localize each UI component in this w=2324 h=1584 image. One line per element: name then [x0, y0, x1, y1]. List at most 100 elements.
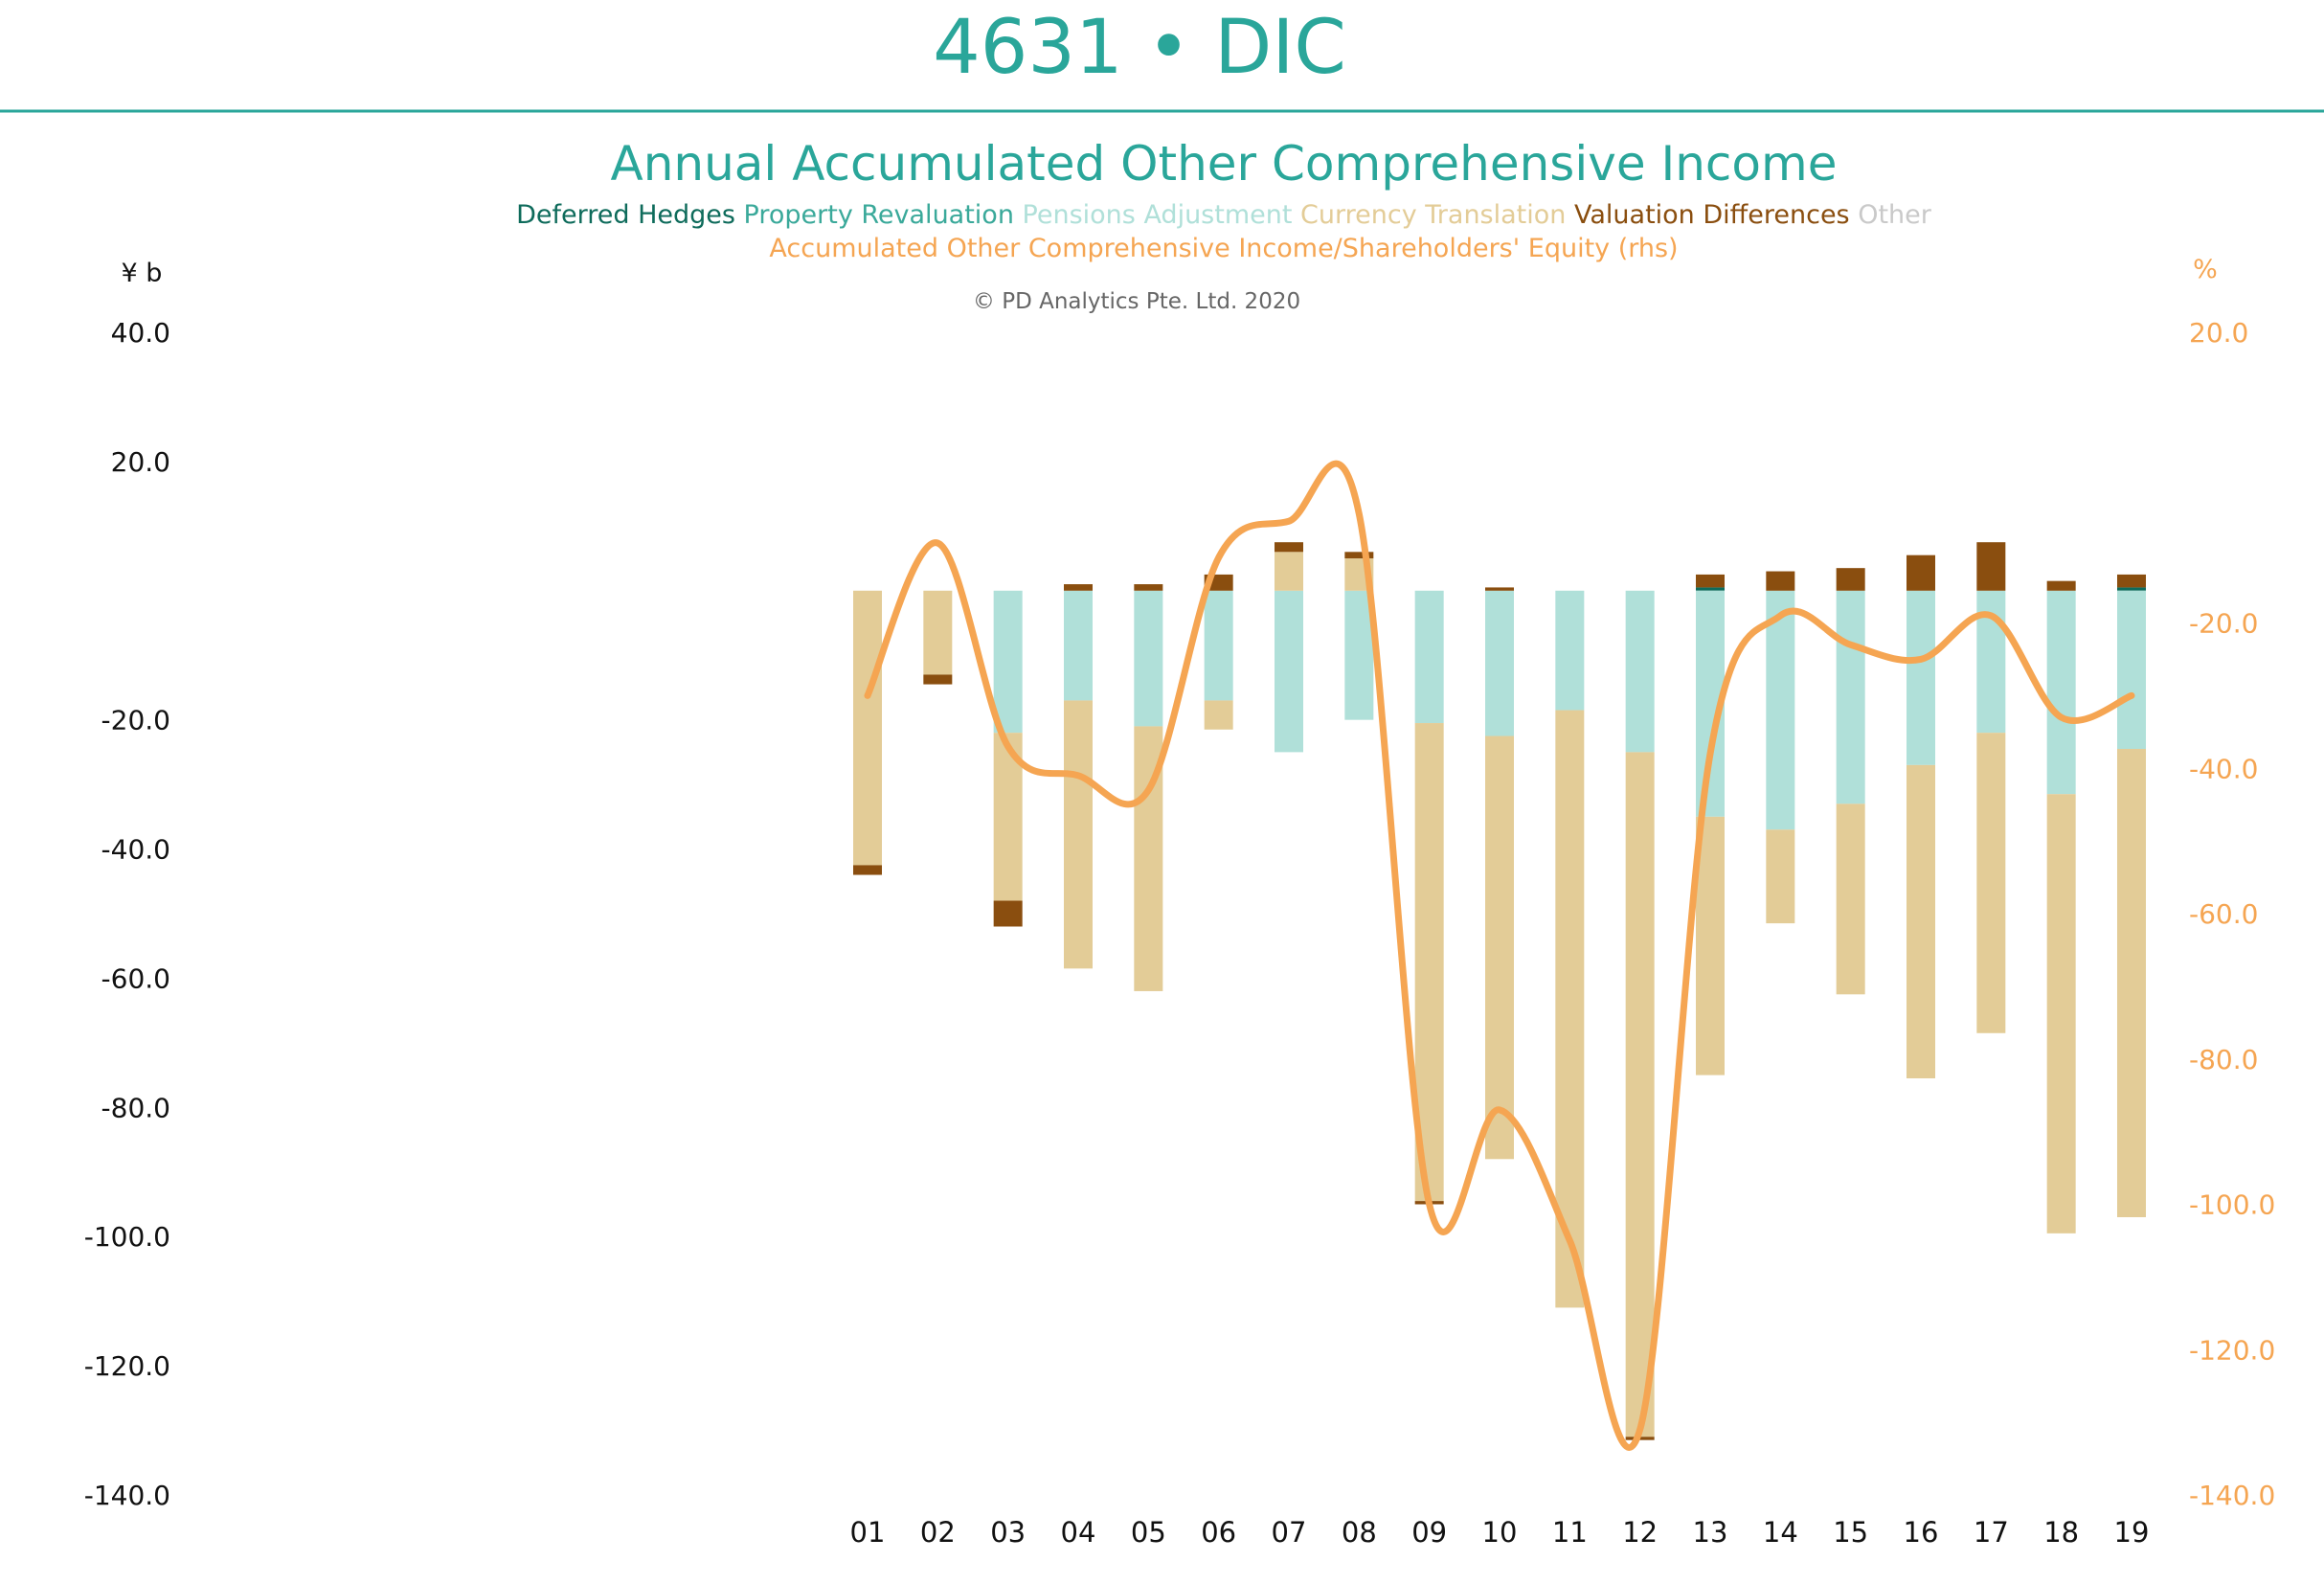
bar-segment-currency-translation	[2117, 749, 2146, 1217]
bar-segment-currency-translation	[1766, 829, 1795, 924]
legend-item-valuation-differences: Valuation Differences	[1574, 200, 1850, 230]
x-tick-label: 04	[1061, 1516, 1096, 1549]
y-tick-label: -140.0	[84, 1480, 170, 1511]
x-tick-label: 15	[1833, 1516, 1868, 1549]
y-tick-label: -80.0	[102, 1092, 170, 1123]
legend-item-other: Other	[1858, 200, 1932, 230]
x-tick-label: 02	[920, 1516, 956, 1549]
x-tick-label: 08	[1342, 1516, 1377, 1549]
x-tick-label: 13	[1693, 1516, 1728, 1549]
y2-tick-label: -40.0	[2189, 753, 2258, 784]
bar-segment-pensions-adjustment	[993, 590, 1023, 734]
x-tick-label: 09	[1411, 1516, 1447, 1549]
y2-axis: 20.0 -20.0 -40.0 -60.0 -80.0 -100.0 -120.0 -140…	[2189, 317, 2275, 1511]
bar-segment-pensions-adjustment	[2046, 590, 2076, 795]
legend-item-currency-translation: Currency Translation	[1300, 200, 1566, 230]
bar-segment-valuation-differences	[1907, 554, 1935, 591]
x-axis: 01 02 03 04 05 06 07 08 09 10 11 12 13 14 15 16 17 18 19	[850, 1516, 2150, 1549]
y2-axis-unit: %	[2193, 255, 2218, 284]
bar-segment-currency-translation	[1064, 700, 1093, 969]
y-axis-unit: ¥ b	[122, 259, 163, 288]
bar-segment-currency-translation	[2046, 794, 2076, 1233]
bar-segment-pensions-adjustment	[1625, 590, 1655, 753]
bar-segment-valuation-differences	[2046, 580, 2076, 591]
y2-tick-label: -140.0	[2189, 1480, 2275, 1511]
bar-segment-deferred-hedges	[1696, 587, 1725, 591]
bar-segment-currency-translation	[1625, 752, 1655, 1437]
bar-segment-currency-translation	[1696, 816, 1725, 1075]
chart-title: Annual Accumulated Other Comprehensive I…	[611, 136, 1838, 192]
legend-item-deferred-hedges: Deferred Hedges	[516, 200, 735, 230]
bar-segment-currency-translation	[853, 590, 882, 866]
y-tick-label: -100.0	[84, 1221, 170, 1253]
bar-segment-pensions-adjustment	[1204, 590, 1233, 701]
legend-item-pensions-adjustment: Pensions Adjustment	[1023, 200, 1293, 230]
bar-segment-valuation-differences	[1766, 571, 1795, 591]
y2-tick-label: 20.0	[2189, 317, 2248, 349]
bar-segment-pensions-adjustment	[1344, 590, 1374, 720]
x-tick-label: 19	[2114, 1516, 2150, 1549]
x-tick-label: 17	[1974, 1516, 2009, 1549]
y2-tick-label: -100.0	[2189, 1189, 2275, 1221]
x-tick-label: 14	[1763, 1516, 1798, 1549]
bar-segment-valuation-differences	[1836, 568, 1865, 591]
y-tick-label: 20.0	[111, 446, 170, 478]
ratio-line	[864, 460, 2135, 1451]
bar-segment-pensions-adjustment	[1766, 590, 1795, 830]
y-tick-label: -20.0	[102, 705, 170, 736]
x-tick-label: 10	[1482, 1516, 1518, 1549]
bar-segment-pensions-adjustment	[1907, 590, 1935, 765]
y2-tick-label: -60.0	[2189, 898, 2258, 930]
bar-segment-valuation-differences	[1134, 584, 1163, 591]
x-tick-label: 01	[850, 1516, 886, 1549]
bar-segment-currency-translation	[1836, 803, 1865, 995]
bar-segment-valuation-differences	[993, 900, 1023, 927]
y-axis: 40.0 20.0 -20.0 -40.0 -60.0 -80.0 -100.0 -120.0…	[84, 317, 170, 1511]
bar-segment-deferred-hedges	[2117, 587, 2146, 591]
legend: Deferred Hedges Property Revaluation Pen…	[516, 200, 1932, 230]
bar-segment-valuation-differences	[923, 674, 953, 685]
bar-segment-currency-translation	[1907, 764, 1935, 1078]
y2-tick-label: -20.0	[2189, 608, 2258, 640]
bar-segment-pensions-adjustment	[1836, 590, 1865, 804]
bar-segment-valuation-differences	[853, 865, 882, 875]
x-tick-label: 12	[1622, 1516, 1658, 1549]
x-tick-label: 05	[1131, 1516, 1166, 1549]
bar-segment-currency-translation	[1976, 733, 2006, 1033]
x-tick-label: 18	[2043, 1516, 2079, 1549]
bar-segment-pensions-adjustment	[1414, 590, 1444, 724]
bar-segment-pensions-adjustment	[1064, 590, 1093, 701]
y2-tick-label: -80.0	[2189, 1044, 2258, 1075]
bar-segment-currency-translation	[1204, 700, 1233, 730]
bar-segment-valuation-differences	[1976, 542, 2006, 591]
bar-segment-valuation-differences	[2117, 574, 2146, 588]
bar-segment-valuation-differences	[1064, 584, 1093, 591]
x-tick-label: 06	[1201, 1516, 1236, 1549]
y-tick-label: -120.0	[84, 1350, 170, 1382]
y-tick-label: 40.0	[111, 317, 170, 349]
bar-segment-pensions-adjustment	[1555, 590, 1585, 711]
x-tick-label: 03	[990, 1516, 1026, 1549]
x-tick-label: 07	[1272, 1516, 1307, 1549]
bar-segment-currency-translation	[1485, 735, 1514, 1160]
bar-segment-valuation-differences	[1344, 552, 1374, 559]
bar-segment-valuation-differences	[1275, 542, 1303, 553]
legend-item-property-revaluation: Property Revaluation	[744, 200, 1014, 230]
bar-segment-pensions-adjustment	[1134, 590, 1163, 727]
bar-segment-pensions-adjustment	[2117, 590, 2146, 750]
bar-segment-valuation-differences	[1696, 574, 1725, 588]
bar-segment-currency-translation	[1555, 710, 1585, 1308]
x-tick-label: 16	[1904, 1516, 1939, 1549]
y-tick-label: -60.0	[102, 962, 170, 994]
bar-segment-currency-translation	[1275, 552, 1303, 591]
x-tick-label: 11	[1552, 1516, 1588, 1549]
legend-item-ratio: Accumulated Other Comprehensive Income/S…	[769, 234, 1678, 263]
y2-tick-label: -120.0	[2189, 1334, 2275, 1366]
bars	[853, 542, 2146, 1440]
ratio-line-group	[864, 460, 2135, 1451]
page-title: 4631 • DIC	[933, 5, 1346, 91]
bar-segment-pensions-adjustment	[1275, 590, 1303, 753]
bar-segment-valuation-differences	[1485, 587, 1514, 591]
y-tick-label: -40.0	[102, 834, 170, 866]
